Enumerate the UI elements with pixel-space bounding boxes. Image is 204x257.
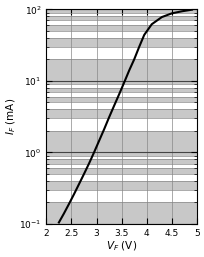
Bar bbox=[46, 38, 197, 47]
Bar bbox=[46, 118, 197, 131]
Bar bbox=[46, 131, 197, 152]
Bar bbox=[46, 31, 197, 38]
Bar bbox=[46, 103, 197, 109]
Bar bbox=[46, 156, 197, 159]
Bar bbox=[46, 174, 197, 181]
Bar bbox=[46, 190, 197, 203]
Bar bbox=[46, 109, 197, 118]
Bar bbox=[46, 181, 197, 190]
Bar bbox=[46, 16, 197, 21]
Bar bbox=[46, 168, 197, 174]
Bar bbox=[46, 25, 197, 31]
Bar bbox=[46, 97, 197, 103]
Bar bbox=[46, 47, 197, 59]
Bar bbox=[46, 88, 197, 92]
Bar bbox=[46, 152, 197, 156]
Bar bbox=[46, 59, 197, 81]
Bar bbox=[46, 203, 197, 224]
Bar bbox=[46, 159, 197, 163]
Bar bbox=[46, 13, 197, 16]
Bar bbox=[46, 21, 197, 25]
Bar bbox=[46, 163, 197, 168]
Bar bbox=[46, 92, 197, 97]
Bar bbox=[46, 84, 197, 88]
Bar bbox=[46, 81, 197, 84]
Bar bbox=[46, 9, 197, 13]
X-axis label: $V_F$ (V): $V_F$ (V) bbox=[106, 239, 137, 253]
Y-axis label: $I_F$ (mA): $I_F$ (mA) bbox=[4, 98, 18, 135]
